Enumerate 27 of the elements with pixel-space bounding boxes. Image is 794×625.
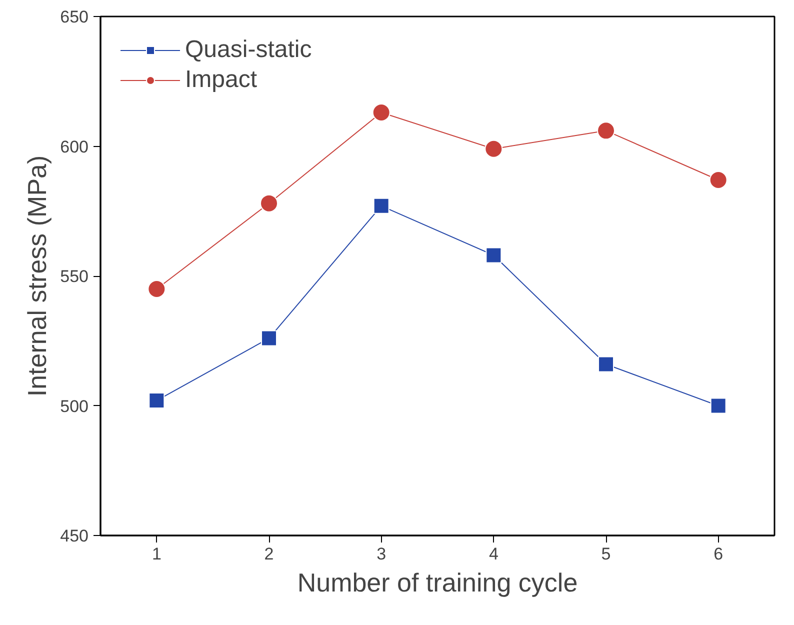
point <box>710 398 726 414</box>
point <box>709 171 728 189</box>
x-axis-title: Number of training cycle <box>297 568 578 598</box>
x-tick-label: 4 <box>488 544 498 564</box>
point <box>486 247 502 264</box>
point <box>373 198 390 214</box>
point <box>148 392 165 409</box>
y-tick-label: 500 <box>60 396 89 416</box>
y-tick-label: 650 <box>60 8 89 26</box>
point <box>598 356 614 372</box>
x-tick-label: 1 <box>152 544 162 564</box>
point <box>148 280 166 298</box>
x-tick-label: 3 <box>376 544 386 564</box>
x-tick-label: 6 <box>714 544 724 564</box>
point <box>484 140 503 158</box>
y-tick-label: 600 <box>60 137 89 156</box>
point <box>597 122 615 140</box>
legend-label: Impact <box>185 66 258 94</box>
x-tick-label: 2 <box>264 544 274 564</box>
point <box>260 194 278 212</box>
legend-label: Quasi-static <box>185 36 312 64</box>
y-tick-label: 450 <box>60 526 89 546</box>
y-tick-label: 550 <box>60 267 89 286</box>
point <box>372 104 390 122</box>
point <box>261 330 277 346</box>
x-tick-label: 5 <box>601 544 611 564</box>
y-axis-title: Internal stress (MPa) <box>22 155 52 397</box>
